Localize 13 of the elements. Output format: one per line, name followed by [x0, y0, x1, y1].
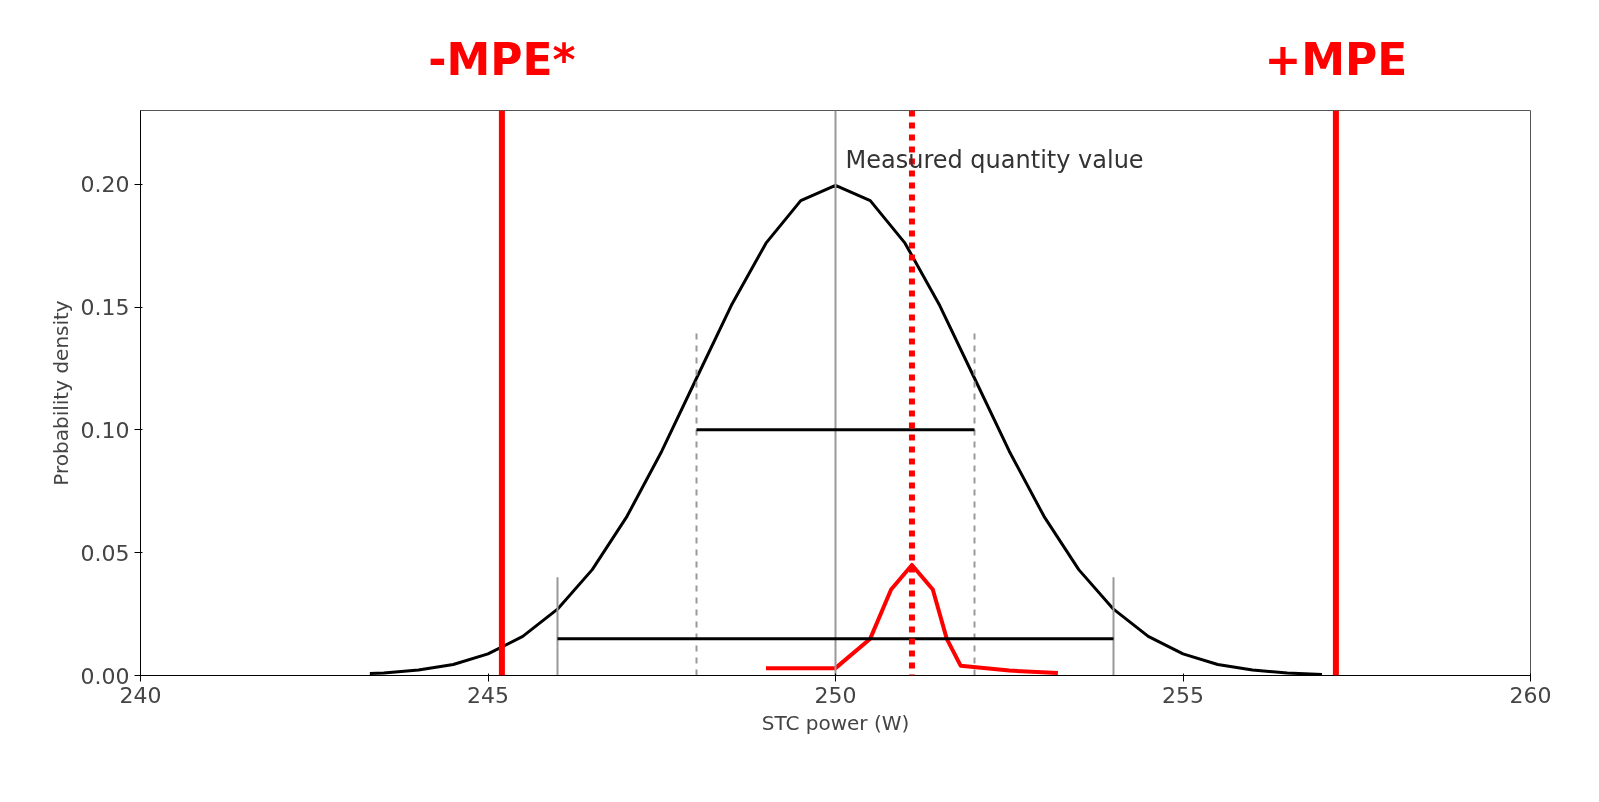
annotation: Measured quantity value — [845, 146, 1144, 175]
ref-line-label: +MPE — [1264, 33, 1408, 85]
x-axis-title: STC power (W) — [761, 710, 910, 735]
y-tick-label: 0.15 — [80, 295, 130, 321]
y-tick-label: 0.10 — [80, 417, 130, 443]
x-tick-label: 260 — [1509, 682, 1552, 708]
x-tick-label: 255 — [1162, 682, 1204, 708]
y-axis-title: Probability density — [48, 300, 73, 486]
y-tick-label: 0.05 — [80, 540, 130, 566]
x-tick-label: 245 — [467, 682, 509, 708]
ref-line-label: -MPE* — [428, 33, 576, 85]
x-tick-label: 250 — [814, 682, 857, 708]
y-tick-label: 0.20 — [80, 172, 130, 198]
